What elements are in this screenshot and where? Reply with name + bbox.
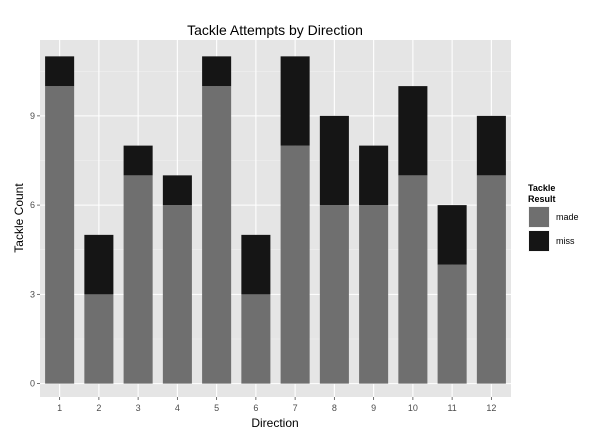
x-tick-label: 9 — [371, 403, 376, 413]
legend-items: made miss — [527, 205, 579, 253]
legend: Tackle Result made miss — [527, 183, 579, 253]
bar-miss-5 — [202, 56, 232, 87]
x-tick-label: 11 — [447, 403, 456, 413]
x-axis-ticks: 1 2 3 4 5 6 7 8 9 10 11 12 — [57, 397, 496, 413]
bar-made-7 — [280, 145, 310, 384]
bar-made-4 — [162, 205, 192, 384]
y-tick-label: 6 — [30, 200, 35, 210]
x-tick-label: 7 — [293, 403, 298, 413]
legend-label-made: made — [556, 212, 579, 222]
bar-made-5 — [202, 86, 232, 384]
bar-miss-9 — [359, 145, 389, 206]
x-tick-label: 6 — [253, 403, 258, 413]
x-tick-label: 12 — [486, 403, 496, 413]
x-tick-label: 1 — [57, 403, 62, 413]
legend-label-miss: miss — [556, 236, 575, 246]
x-tick-label: 8 — [332, 403, 337, 413]
bar-made-2 — [84, 294, 114, 384]
legend-swatch-miss — [529, 231, 549, 251]
x-tick-label: 10 — [408, 403, 418, 413]
bar-miss-6 — [241, 234, 271, 295]
bar-miss-8 — [319, 115, 349, 206]
x-tick-label: 3 — [136, 403, 141, 413]
bar-miss-7 — [280, 56, 310, 146]
bars — [45, 56, 506, 384]
bar-made-6 — [241, 294, 271, 384]
bar-made-12 — [476, 175, 506, 384]
plot-panel — [40, 40, 511, 397]
legend-swatch-made — [529, 207, 549, 227]
bar-miss-10 — [398, 86, 428, 176]
bar-made-9 — [359, 205, 389, 384]
x-tick-label: 4 — [175, 403, 180, 413]
legend-title-line-1: Tackle — [528, 183, 555, 193]
y-axis-title: Tackle Count — [12, 183, 26, 253]
x-tick-label: 2 — [96, 403, 101, 413]
bar-miss-3 — [123, 145, 153, 176]
bar-made-8 — [319, 205, 349, 384]
bar-miss-11 — [437, 205, 467, 265]
bar-miss-2 — [84, 234, 114, 295]
legend-title-line-2: Result — [528, 194, 556, 204]
x-tick-label: 5 — [214, 403, 219, 413]
x-axis-title: Direction — [251, 416, 298, 430]
bar-made-1 — [45, 86, 75, 384]
bar-miss-1 — [45, 56, 75, 87]
y-tick-label: 0 — [30, 379, 35, 389]
chart-title: Tackle Attempts by Direction — [187, 22, 363, 38]
bar-miss-12 — [476, 115, 506, 176]
bar-made-10 — [398, 175, 428, 384]
y-tick-label: 9 — [30, 111, 35, 121]
bar-miss-4 — [162, 175, 192, 206]
y-axis-ticks: 0 3 6 9 — [30, 111, 40, 389]
y-tick-label: 3 — [30, 289, 35, 299]
bar-made-3 — [123, 175, 153, 384]
bar-made-11 — [437, 264, 467, 384]
